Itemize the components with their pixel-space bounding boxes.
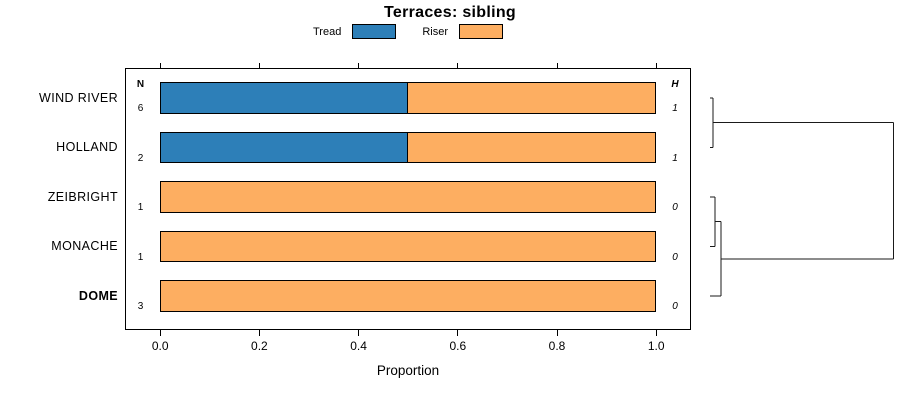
legend-label-tread: Tread: [313, 25, 342, 38]
x-tick-mark-top: [258, 62, 260, 68]
n-value-zeibright: 1: [137, 202, 144, 214]
n-value-holland: 2: [137, 152, 144, 164]
x-tick-label: 0.0: [151, 339, 169, 353]
x-tick-label: 0.4: [350, 339, 367, 353]
bar-row-monache: [160, 230, 657, 263]
plot-box: [125, 68, 691, 330]
x-axis-title: Proportion: [376, 363, 440, 378]
x-tick-mark-bottom: [258, 330, 260, 336]
bar-segment-riser: [161, 182, 656, 212]
bar-segment-tread: [161, 132, 409, 163]
bar-row-holland: [160, 131, 657, 164]
bar-segment-tread: [161, 83, 409, 113]
chart-title: Terraces: sibling: [384, 4, 516, 21]
legend-item-riser: Riser: [422, 24, 503, 39]
category-label-holland: HOLLAND: [56, 140, 118, 155]
x-tick-mark-bottom: [358, 330, 360, 336]
x-tick-label: 1.0: [647, 339, 665, 353]
x-tick-mark-bottom: [556, 330, 558, 336]
x-tick-mark-bottom: [457, 330, 459, 336]
x-tick-mark-top: [556, 62, 558, 68]
bar-segment-riser: [161, 231, 656, 262]
h-value-monache: 0: [672, 251, 678, 263]
x-tick-mark-top: [358, 62, 360, 68]
category-label-monache: MONACHE: [51, 239, 118, 254]
legend-item-tread: Tread: [313, 24, 397, 39]
x-tick-mark-bottom: [159, 330, 161, 336]
x-tick-mark-top: [457, 62, 459, 68]
bar-segment-riser: [408, 83, 656, 113]
h-column-header: H: [671, 79, 679, 90]
h-value-holland: 1: [672, 152, 678, 164]
x-tick-label: 0.8: [548, 339, 566, 353]
x-tick-mark-bottom: [655, 330, 657, 336]
x-tick-label: 0.2: [251, 339, 268, 353]
legend-swatch-riser-icon: [459, 24, 503, 39]
bar-row-zeibright: [160, 181, 657, 213]
category-label-dome: DOME: [78, 288, 118, 303]
bar-segment-riser: [408, 132, 656, 163]
category-label-wind-river: WIND RIVER: [39, 90, 118, 105]
n-value-dome: 3: [137, 301, 144, 313]
h-value-dome: 0: [672, 301, 678, 313]
h-value-wind-river: 1: [672, 103, 678, 114]
category-label-zeibright: ZEIBRIGHT: [47, 189, 118, 204]
bar-row-wind-river: [160, 82, 657, 114]
n-value-wind-river: 6: [137, 103, 144, 114]
x-tick-mark-top: [159, 62, 161, 68]
x-tick-mark-top: [655, 62, 657, 68]
n-column-header: N: [136, 79, 145, 90]
legend-swatch-tread-icon: [352, 24, 397, 39]
bar-segment-riser: [161, 281, 656, 311]
h-value-zeibright: 0: [672, 202, 678, 214]
legend-label-riser: Riser: [422, 25, 448, 38]
n-value-monache: 1: [137, 251, 144, 263]
legend: Tread Riser: [125, 24, 691, 39]
x-tick-label: 0.6: [449, 339, 467, 353]
bar-row-dome: [160, 280, 657, 312]
